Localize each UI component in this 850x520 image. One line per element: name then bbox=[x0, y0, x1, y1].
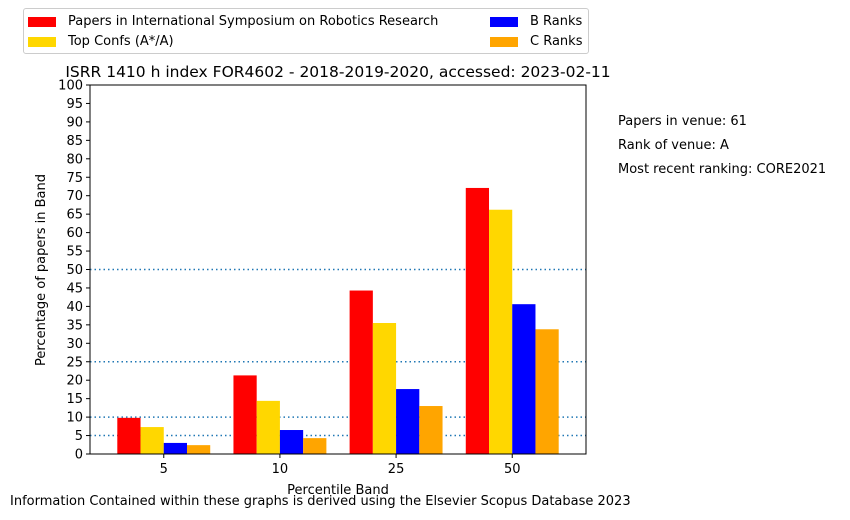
bar-4-50 bbox=[535, 329, 559, 454]
bar-3-50 bbox=[512, 304, 536, 454]
bar-2-50 bbox=[489, 209, 513, 454]
x-tick-label: 5 bbox=[160, 462, 168, 477]
papers-in-venue-text: Papers in venue: 61 bbox=[618, 114, 747, 129]
y-tick-label: 70 bbox=[66, 189, 83, 204]
legend-swatch-b-ranks bbox=[490, 16, 518, 27]
bar-1-5 bbox=[117, 417, 141, 454]
bar-4-10 bbox=[303, 438, 327, 454]
y-tick-label: 25 bbox=[66, 355, 83, 370]
y-tick-label: 100 bbox=[58, 79, 83, 94]
reference-lines bbox=[90, 268, 586, 437]
y-tick-label: 5 bbox=[75, 429, 83, 444]
x-tick-label: 25 bbox=[388, 462, 405, 477]
bar-1-25 bbox=[349, 290, 373, 454]
bar-4-25 bbox=[419, 406, 443, 454]
bar-2-5 bbox=[140, 427, 164, 454]
legend-item-b-ranks: B Ranks bbox=[490, 14, 582, 29]
legend-swatch-c-ranks bbox=[490, 36, 518, 47]
footer-note: Information Contained within these graph… bbox=[10, 494, 631, 509]
bar-1-50 bbox=[465, 187, 490, 455]
y-tick-label: 0 bbox=[75, 448, 83, 463]
x-tick-label: 50 bbox=[504, 462, 521, 477]
y-tick-label: 50 bbox=[66, 263, 83, 278]
legend-label-top-confs: Top Confs (A*/A) bbox=[68, 34, 174, 49]
rank-of-venue-text: Rank of venue: A bbox=[618, 138, 729, 153]
x-axis: 5 10 25 50 bbox=[160, 454, 521, 477]
legend-label-c-ranks: C Ranks bbox=[530, 34, 583, 49]
bar-3-25 bbox=[396, 389, 420, 454]
y-tick-label: 80 bbox=[66, 152, 83, 167]
bar-3-10 bbox=[279, 430, 304, 454]
y-tick-label: 60 bbox=[66, 226, 83, 241]
bar-1-10 bbox=[233, 375, 257, 454]
y-tick-label: 75 bbox=[66, 171, 83, 186]
y-tick-label: 95 bbox=[66, 97, 83, 112]
legend-label-venue-papers: Papers in International Symposium on Rob… bbox=[68, 14, 439, 29]
y-tick-label: 90 bbox=[66, 115, 83, 130]
chart-title: ISRR 1410 h index FOR4602 - 2018-2019-20… bbox=[65, 63, 610, 81]
y-tick-label: 45 bbox=[66, 281, 83, 296]
x-tick-label: 10 bbox=[272, 462, 289, 477]
venue-info: Papers in venue: 61 Rank of venue: A Mos… bbox=[618, 110, 826, 182]
y-tick-label: 65 bbox=[66, 208, 83, 223]
y-tick-label: 10 bbox=[66, 411, 83, 426]
y-tick-label: 30 bbox=[66, 337, 83, 352]
bar-2-10 bbox=[256, 400, 280, 454]
legend-label-b-ranks: B Ranks bbox=[530, 14, 583, 29]
legend-item-venue-papers: Papers in International Symposium on Rob… bbox=[28, 14, 438, 29]
y-tick-label: 20 bbox=[66, 374, 83, 389]
bar-2-25 bbox=[372, 323, 397, 454]
y-tick-label: 40 bbox=[66, 300, 83, 315]
legend-item-c-ranks: C Ranks bbox=[490, 34, 582, 49]
legend-swatch-venue-papers bbox=[28, 16, 56, 27]
x-axis-label: Percentile Band bbox=[287, 483, 389, 498]
chart-legend: Papers in International Symposium on Rob… bbox=[23, 8, 589, 54]
y-tick-label: 55 bbox=[66, 245, 83, 260]
y-tick-label: 85 bbox=[66, 134, 83, 149]
y-axis-label: Percentage of papers in Band bbox=[34, 174, 49, 366]
y-tick-label: 35 bbox=[66, 318, 83, 333]
bar-4-5 bbox=[186, 445, 211, 454]
bar-3-5 bbox=[163, 442, 187, 454]
bars-group bbox=[117, 187, 559, 455]
legend-item-top-confs: Top Confs (A*/A) bbox=[28, 34, 174, 49]
y-axis: 0 5 10 15 20 25 30 35 40 45 50 55 60 65 70 75 80 85 90 95 10… bbox=[58, 79, 90, 463]
most-recent-ranking-text: Most recent ranking: CORE2021 bbox=[618, 162, 827, 177]
legend-swatch-top-confs bbox=[28, 36, 56, 47]
y-tick-label: 15 bbox=[66, 392, 83, 407]
